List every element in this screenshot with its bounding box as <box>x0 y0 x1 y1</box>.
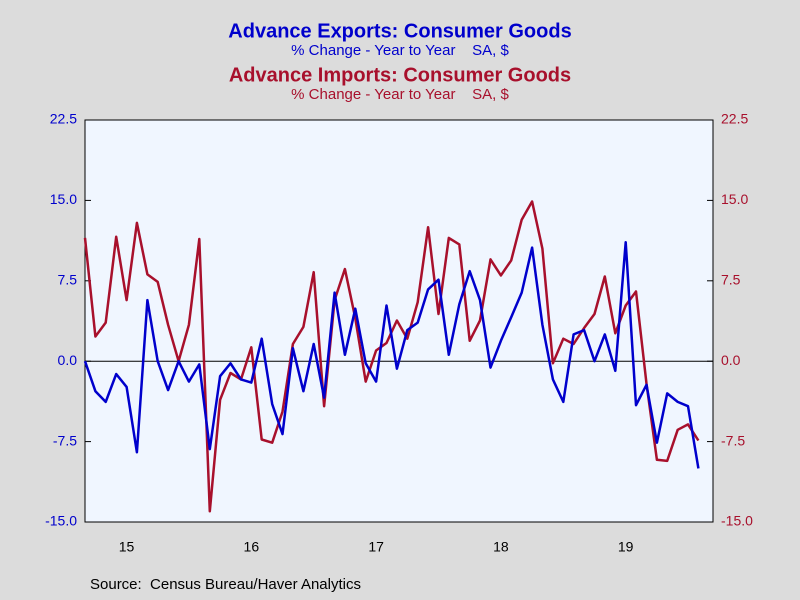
y2-tick-label: 22.5 <box>721 111 748 127</box>
y-tick-label: 0.0 <box>58 352 78 368</box>
x-tick-label: 18 <box>493 539 509 555</box>
y-tick-label: 15.0 <box>50 191 77 207</box>
y2-tick-label: 15.0 <box>721 191 748 207</box>
series-subtitle: % Change - Year to Year SA, $ <box>291 42 509 59</box>
x-tick-label: 17 <box>368 539 384 555</box>
y2-tick-label: -15.0 <box>721 513 753 529</box>
x-tick-label: 15 <box>119 539 135 555</box>
series-title: Advance Imports: Consumer Goods <box>229 64 571 86</box>
y2-tick-label: -7.5 <box>721 432 745 448</box>
y-tick-label: 7.5 <box>58 272 78 288</box>
y-tick-label: -15.0 <box>45 513 77 529</box>
y2-tick-label: 0.0 <box>721 352 741 368</box>
source: Source: Census Bureau/Haver Analytics <box>90 576 361 593</box>
series-title: Advance Exports: Consumer Goods <box>228 20 571 42</box>
y-tick-label: 22.5 <box>50 111 77 127</box>
y-tick-label: -7.5 <box>53 432 77 448</box>
x-tick-label: 16 <box>244 539 260 555</box>
series-line <box>83 240 700 469</box>
x-tick-label: 19 <box>618 539 634 555</box>
series-subtitle: % Change - Year to Year SA, $ <box>291 86 509 103</box>
y2-tick-label: 7.5 <box>721 272 741 288</box>
